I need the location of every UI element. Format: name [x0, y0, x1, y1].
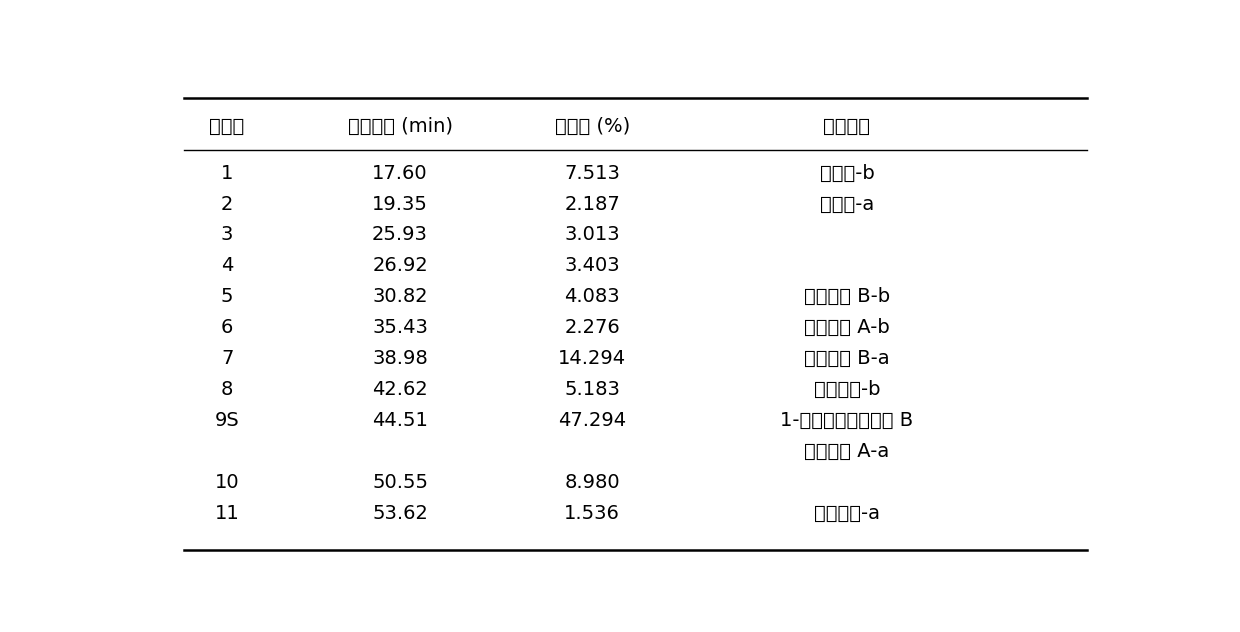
Text: 2: 2 — [221, 195, 233, 214]
Text: 5: 5 — [221, 288, 233, 307]
Text: 1: 1 — [221, 164, 233, 183]
Text: 尼泊里宁 A-b: 尼泊里宁 A-b — [804, 318, 890, 337]
Text: 53.62: 53.62 — [372, 504, 428, 523]
Text: 尼泊里宁 B-a: 尼泊里宁 B-a — [804, 349, 890, 368]
Text: 3.013: 3.013 — [564, 226, 620, 245]
Text: 川楝里宁-a: 川楝里宁-a — [813, 504, 880, 523]
Text: 川楝里宁-b: 川楝里宁-b — [813, 380, 880, 399]
Text: 5.183: 5.183 — [564, 380, 620, 399]
Text: 11: 11 — [215, 504, 239, 523]
Text: 10: 10 — [215, 473, 239, 492]
Text: 9S: 9S — [215, 411, 239, 430]
Text: 25.93: 25.93 — [372, 226, 428, 245]
Text: 1-去乙酰基尼泊里宁 B: 1-去乙酰基尼泊里宁 B — [780, 411, 914, 430]
Text: 成分归属: 成分归属 — [823, 118, 870, 137]
Text: 保留时间 (min): 保留时间 (min) — [347, 118, 453, 137]
Text: 38.98: 38.98 — [372, 349, 428, 368]
Text: 2.276: 2.276 — [564, 318, 620, 337]
Text: 8: 8 — [221, 380, 233, 399]
Text: 35.43: 35.43 — [372, 318, 428, 337]
Text: 14.294: 14.294 — [558, 349, 626, 368]
Text: 3.403: 3.403 — [564, 257, 620, 276]
Text: 川楝素-a: 川楝素-a — [820, 195, 874, 214]
Text: 47.294: 47.294 — [558, 411, 626, 430]
Text: 峰面积 (%): 峰面积 (%) — [554, 118, 630, 137]
Text: 峰编号: 峰编号 — [210, 118, 244, 137]
Text: 4: 4 — [221, 257, 233, 276]
Text: 50.55: 50.55 — [372, 473, 428, 492]
Text: 17.60: 17.60 — [372, 164, 428, 183]
Text: 2.187: 2.187 — [564, 195, 620, 214]
Text: 1.536: 1.536 — [564, 504, 620, 523]
Text: 尼泊里宁 B-b: 尼泊里宁 B-b — [804, 288, 890, 307]
Text: 川楝素-b: 川楝素-b — [820, 164, 874, 183]
Text: 44.51: 44.51 — [372, 411, 428, 430]
Text: 7: 7 — [221, 349, 233, 368]
Text: 6: 6 — [221, 318, 233, 337]
Text: 26.92: 26.92 — [372, 257, 428, 276]
Text: 4.083: 4.083 — [564, 288, 620, 307]
Text: 7.513: 7.513 — [564, 164, 620, 183]
Text: 8.980: 8.980 — [564, 473, 620, 492]
Text: 19.35: 19.35 — [372, 195, 428, 214]
Text: 30.82: 30.82 — [372, 288, 428, 307]
Text: 3: 3 — [221, 226, 233, 245]
Text: 尼泊里宁 A-a: 尼泊里宁 A-a — [805, 442, 889, 461]
Text: 42.62: 42.62 — [372, 380, 428, 399]
